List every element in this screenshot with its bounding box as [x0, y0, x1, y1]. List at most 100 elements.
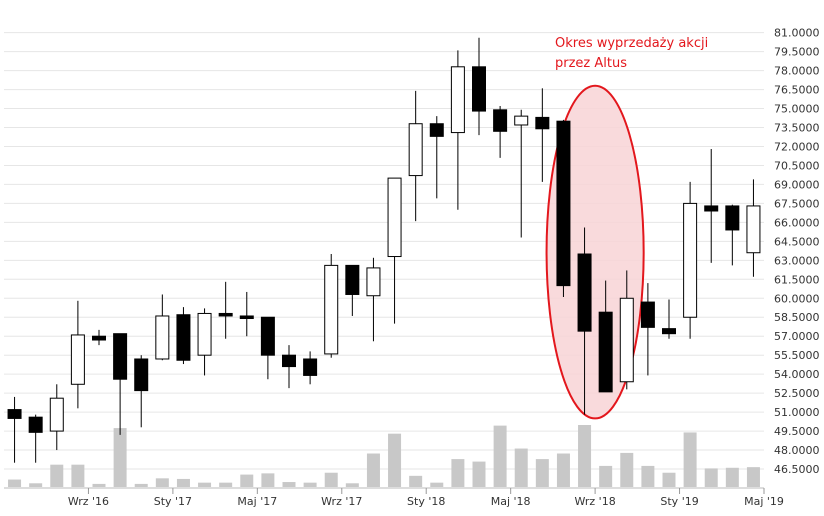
- volume-bar: [704, 468, 718, 487]
- candle: [282, 345, 296, 389]
- y-tick-label: 72.0000: [774, 140, 820, 153]
- candle: [746, 179, 761, 277]
- candle-body: [239, 315, 254, 320]
- y-tick-label: 61.5000: [774, 273, 820, 286]
- candle: [704, 149, 719, 263]
- candle: [556, 119, 571, 298]
- y-tick-label: 49.5000: [774, 425, 820, 438]
- candle: [239, 291, 254, 337]
- volume-bar: [683, 432, 697, 487]
- volume-bar: [493, 425, 507, 487]
- candle: [7, 396, 22, 463]
- volume-bar: [176, 478, 190, 487]
- x-tick-label: Maj '18: [491, 495, 531, 508]
- volume-bar: [472, 461, 486, 487]
- y-tick-label: 79.5000: [774, 46, 820, 59]
- candle: [429, 116, 444, 199]
- volume-bar: [240, 474, 254, 487]
- candle-body: [493, 109, 508, 132]
- volume-bar: [556, 453, 570, 487]
- annotation-layer: Okres wyprzedaży akcji przez Altus: [555, 36, 708, 71]
- candle: [535, 88, 550, 182]
- volume-bar: [8, 479, 22, 487]
- x-tick-label: Sty '19: [660, 495, 698, 508]
- candle: [366, 257, 381, 342]
- y-tick-label: 69.0000: [774, 178, 820, 191]
- volume-bar: [71, 464, 85, 487]
- candle: [619, 270, 634, 390]
- y-tick-label: 73.5000: [774, 122, 820, 135]
- volume-bar: [514, 448, 528, 487]
- volume-bar: [366, 453, 380, 487]
- candle-body: [429, 123, 444, 137]
- candle: [387, 177, 402, 324]
- candle-body: [577, 253, 592, 332]
- volume-bar: [324, 472, 338, 487]
- volume-bar: [155, 478, 169, 487]
- candle: [134, 355, 149, 428]
- x-tick-label: Sty '18: [407, 495, 445, 508]
- candle-body: [619, 297, 634, 383]
- candle-body: [514, 115, 529, 126]
- volume-bar: [746, 467, 760, 487]
- volume-bar: [641, 465, 655, 487]
- candle-body: [472, 66, 486, 112]
- y-tick-label: 48.0000: [774, 444, 820, 457]
- candle-body: [387, 177, 402, 258]
- candle: [260, 316, 275, 380]
- y-tick-label: 66.0000: [774, 216, 820, 229]
- y-tick-label: 55.5000: [774, 349, 820, 362]
- candle-body: [7, 409, 22, 419]
- candle-body: [49, 397, 64, 432]
- candle-body: [176, 314, 191, 361]
- candle-body: [345, 264, 360, 295]
- candle: [683, 181, 698, 339]
- x-tick-label: Maj '17: [237, 495, 277, 508]
- candle-body: [218, 312, 233, 317]
- candle-body: [746, 205, 761, 254]
- candle-body: [556, 120, 571, 287]
- candle-body: [70, 334, 85, 385]
- candle-body: [598, 311, 613, 393]
- candle-body: [725, 205, 740, 231]
- volume-bar: [219, 482, 233, 487]
- volume-bar: [451, 459, 465, 487]
- volume-bar: [282, 482, 296, 487]
- volume-bar: [662, 472, 676, 487]
- y-tick-label: 70.5000: [774, 159, 820, 172]
- candle-body: [134, 358, 149, 392]
- y-tick-label: 52.5000: [774, 387, 820, 400]
- candle-body: [155, 315, 170, 360]
- candle: [218, 281, 233, 339]
- candle: [324, 254, 339, 358]
- candle-body: [324, 264, 339, 355]
- y-tick-label: 46.5000: [774, 463, 820, 476]
- y-tick-label: 57.0000: [774, 330, 820, 343]
- x-tick-label: Wrz '16: [68, 495, 109, 508]
- y-tick-label: 81.0000: [774, 27, 820, 40]
- volume-bar: [92, 483, 106, 487]
- candle: [598, 280, 613, 393]
- y-tick-label: 64.5000: [774, 235, 820, 248]
- candle-body: [282, 354, 296, 368]
- volume-bar: [261, 473, 275, 487]
- volume-bar: [198, 482, 212, 487]
- candle-body: [113, 333, 128, 380]
- y-tick-label: 54.0000: [774, 368, 820, 381]
- candle: [577, 227, 592, 415]
- candle-body: [683, 202, 698, 318]
- candle: [345, 264, 360, 316]
- volume-bar: [29, 483, 43, 487]
- x-tick-label: Sty '17: [154, 495, 192, 508]
- candle-body: [303, 358, 318, 376]
- volume-bar: [430, 482, 444, 487]
- x-tick-label: Wrz '18: [575, 495, 616, 508]
- candle: [450, 50, 465, 210]
- x-tick-label: Maj '19: [744, 495, 784, 508]
- volume-layer: [8, 425, 760, 487]
- candle-body: [535, 116, 550, 130]
- y-tick-label: 58.5000: [774, 311, 820, 324]
- volume-bar: [388, 433, 402, 487]
- volume-bar: [409, 475, 423, 487]
- candle: [408, 90, 423, 222]
